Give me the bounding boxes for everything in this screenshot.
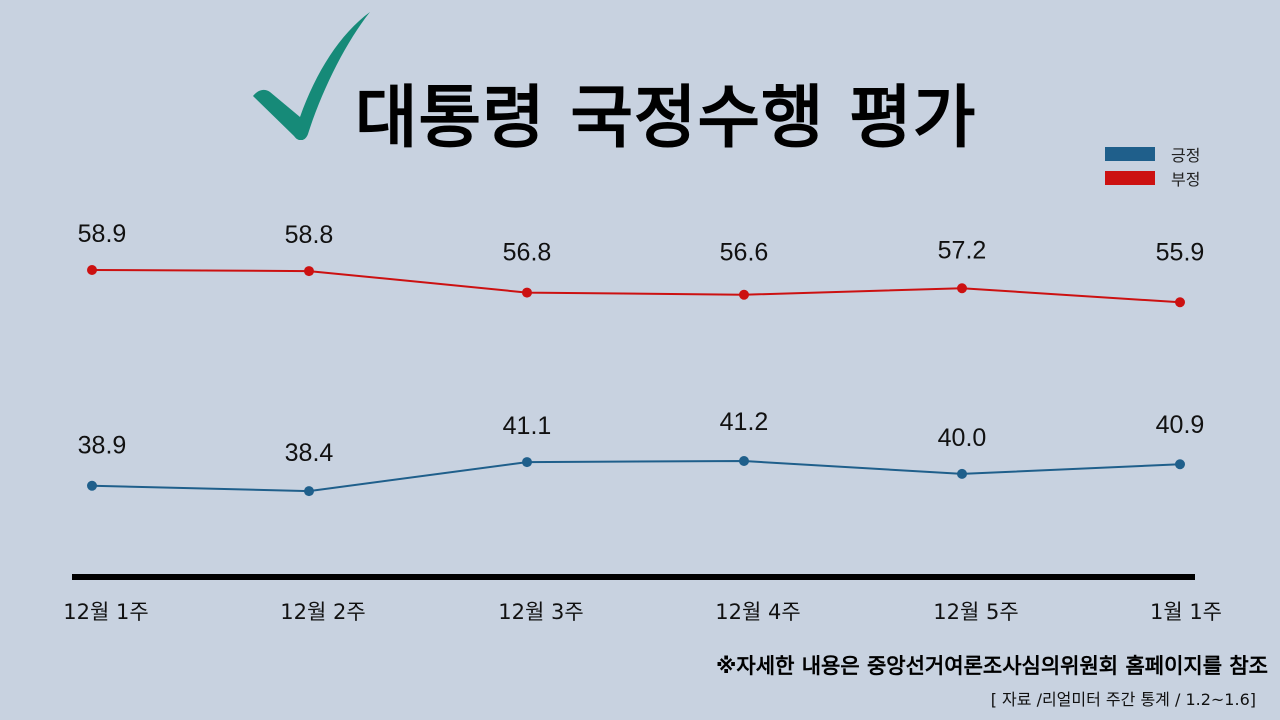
x-axis-labels: 12월 1주 12월 2주 12월 3주 12월 4주 12월 5주 1월 1주 bbox=[63, 600, 1222, 624]
data-point bbox=[522, 287, 532, 298]
data-point bbox=[522, 457, 532, 468]
data-label: 58.8 bbox=[285, 221, 334, 249]
page-title: 대통령 국정수행 평가 bbox=[355, 79, 977, 158]
title-area: 대통령 국정수행 평가 bbox=[250, 10, 1030, 158]
x-tick-label: 12월 4주 bbox=[715, 600, 800, 624]
data-label: 40.9 bbox=[1156, 411, 1205, 439]
legend-label: 부정 bbox=[1171, 170, 1201, 189]
checkmark-icon bbox=[253, 12, 370, 140]
data-point bbox=[304, 486, 314, 497]
data-label: 41.2 bbox=[720, 408, 769, 436]
data-point bbox=[1175, 297, 1185, 308]
x-tick-label: 12월 1주 bbox=[63, 600, 148, 624]
x-tick-label: 1월 1주 bbox=[1150, 600, 1222, 624]
data-point bbox=[87, 265, 97, 275]
data-point bbox=[739, 289, 749, 300]
data-label: 55.9 bbox=[1156, 238, 1205, 266]
data-point bbox=[957, 468, 967, 479]
data-point bbox=[87, 480, 97, 491]
data-label: 57.2 bbox=[938, 236, 987, 264]
legend-item-negative: 부정 bbox=[1105, 166, 1200, 190]
footnote: ※자세한 내용은 중앙선거여론조사심의위원회 홈페이지를 참조 bbox=[716, 654, 1268, 678]
legend-swatch-negative bbox=[1105, 171, 1155, 185]
data-point bbox=[957, 283, 967, 294]
data-point bbox=[739, 456, 749, 466]
series-line bbox=[91, 269, 1181, 304]
x-tick-label: 12월 2주 bbox=[280, 600, 365, 624]
series-negative: 58.9 58.8 56.8 56.6 57.2 55.9 bbox=[78, 220, 1205, 308]
x-tick-label: 12월 3주 bbox=[498, 600, 583, 624]
data-label: 40.0 bbox=[938, 424, 987, 452]
chart-legend: 긍정 부정 bbox=[1105, 142, 1200, 190]
legend-swatch-positive bbox=[1105, 147, 1155, 161]
data-label: 56.6 bbox=[720, 239, 769, 267]
data-point bbox=[304, 266, 314, 277]
data-label: 58.9 bbox=[78, 220, 127, 248]
data-label: 38.4 bbox=[285, 439, 334, 467]
source-citation: [ 자료 /리얼미터 주간 통계 / 1.2~1.6] bbox=[990, 690, 1256, 709]
legend-label: 긍정 bbox=[1171, 146, 1201, 165]
legend-item-positive: 긍정 bbox=[1105, 142, 1200, 166]
x-tick-label: 12월 5주 bbox=[933, 600, 1018, 624]
data-point bbox=[1175, 459, 1185, 470]
data-label: 41.1 bbox=[503, 412, 552, 440]
series-line bbox=[91, 459, 1181, 493]
data-label: 38.9 bbox=[78, 432, 127, 460]
series-positive: 38.9 38.4 41.1 41.2 40.0 40.9 bbox=[78, 408, 1205, 497]
data-label: 56.8 bbox=[503, 239, 552, 267]
